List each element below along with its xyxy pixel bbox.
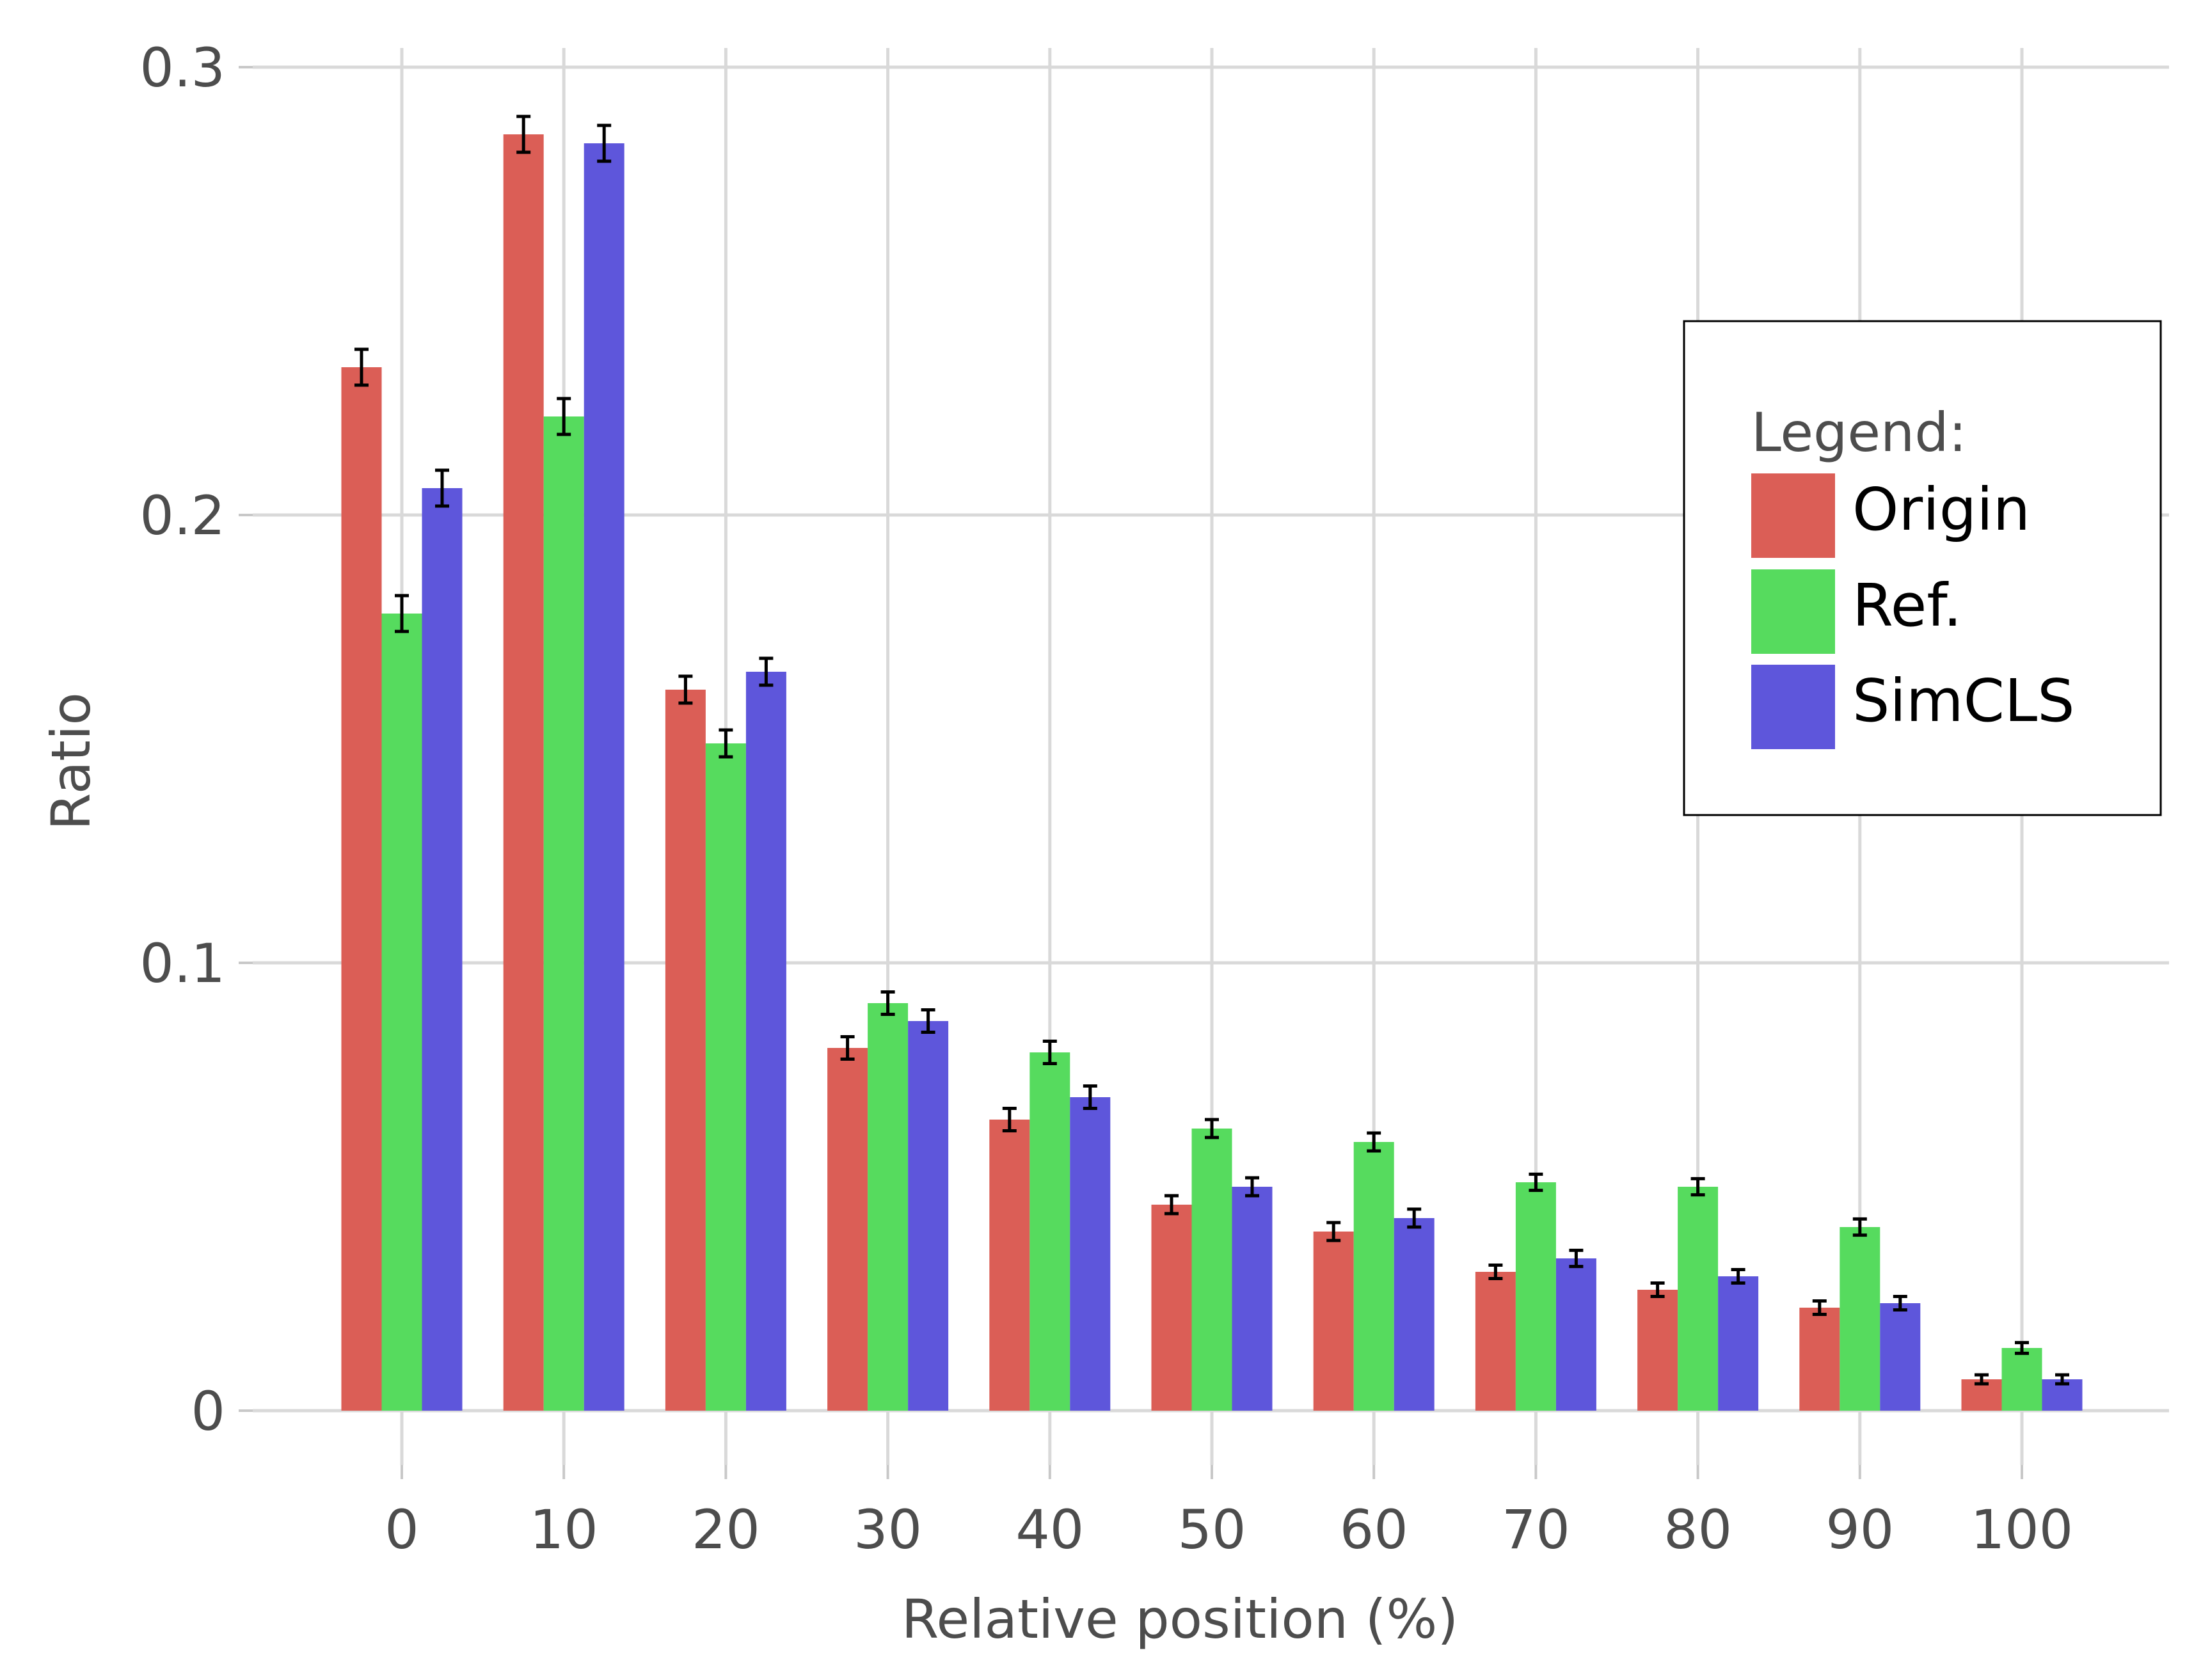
error-bar [1407,1207,1422,1229]
bar-ref [705,743,746,1411]
bar-simcls [584,143,624,1411]
error-bar [759,656,774,687]
legend-label-origin: Origin [1852,475,2030,544]
bar-ref [381,614,422,1411]
bar-origin [1475,1272,1516,1411]
error-bar [557,397,571,436]
legend-label-simcls: SimCLS [1852,667,2074,735]
bar-ref [1840,1227,1880,1411]
legend: Legend: Origin Ref. SimCLS [1683,320,2162,816]
x-tick-label: 40 [1015,1498,1084,1561]
error-bar [1852,1217,1867,1237]
y-axis-ticks: 0 0.1 0.2 0.3 [139,36,253,1443]
bar-origin [827,1048,868,1411]
bar-ref [1029,1052,1070,1411]
error-bars-group [354,115,2069,1386]
y-tick-label: 0 [191,1380,225,1443]
error-bar [1529,1172,1543,1193]
y-tick-label: 0.3 [139,36,225,99]
bar-origin [1151,1205,1192,1411]
error-bar [597,123,612,163]
error-bar [516,115,531,154]
bar-ref [1353,1142,1394,1411]
error-bar [1731,1268,1745,1285]
legend-swatch-origin [1751,473,1835,558]
bar-simcls [1555,1258,1596,1411]
bar-origin [665,690,706,1411]
error-bar [1690,1177,1705,1197]
x-tick-label: 50 [1178,1498,1246,1561]
bar-simcls [1070,1097,1111,1411]
y-axis-title: Ratio [40,692,102,830]
error-bar [1205,1118,1219,1139]
bar-origin [1637,1290,1678,1411]
error-bar [719,728,733,759]
error-bar [1893,1295,1907,1312]
error-bar [2055,1373,2069,1386]
legend-swatch-ref [1751,569,1835,654]
legend-swatch-simcls [1751,665,1835,749]
error-bar [840,1035,855,1061]
x-tick-label: 70 [1502,1498,1570,1561]
error-bar [880,990,895,1016]
error-bar [354,347,369,387]
error-bar [1002,1107,1017,1132]
bar-series-group [341,134,2083,1411]
bar-ref [868,1003,909,1411]
error-bar [1650,1281,1665,1298]
error-bar [1245,1176,1259,1198]
x-tick-label: 0 [385,1498,418,1561]
x-axis-ticks: 0 10 20 30 40 50 60 70 80 90 100 [385,1465,2073,1561]
bar-origin [503,134,544,1411]
legend-label-ref: Ref. [1852,571,1962,640]
error-bar [395,594,409,633]
bar-simcls [1718,1276,1759,1411]
error-bar [1042,1040,1057,1065]
x-tick-label: 60 [1340,1498,1408,1561]
error-bar [1569,1248,1584,1269]
y-tick-label: 0.1 [139,932,225,995]
error-bar [1165,1194,1179,1216]
x-tick-label: 20 [692,1498,760,1561]
bar-ref [2001,1348,2042,1411]
x-tick-label: 80 [1664,1498,1732,1561]
error-bar [2015,1341,2029,1355]
bar-simcls [1232,1187,1273,1411]
bar-simcls [1394,1218,1435,1411]
bar-origin [341,367,382,1411]
x-tick-label: 30 [854,1498,922,1561]
error-bar [1488,1264,1503,1280]
bar-origin [989,1120,1030,1411]
bar-simcls [1880,1303,1921,1411]
x-tick-label: 10 [530,1498,598,1561]
error-bar [1367,1131,1381,1153]
bar-ref [1191,1129,1232,1411]
error-bar [1326,1221,1341,1242]
error-bar [678,674,693,705]
error-bar [1975,1373,1989,1386]
bar-simcls [422,488,463,1411]
x-axis-title: Relative position (%) [902,1588,1458,1651]
bar-simcls [908,1021,949,1411]
bar-origin [1313,1232,1354,1411]
x-tick-label: 90 [1825,1498,1894,1561]
legend-title: Legend: [1751,401,1967,464]
bar-ref [543,416,584,1411]
error-bar [1812,1299,1827,1316]
error-bar [435,468,449,508]
bar-ref [1678,1187,1719,1411]
bar-origin [1799,1308,1840,1411]
error-bar [1083,1084,1097,1110]
y-tick-label: 0.2 [139,484,225,547]
bar-simcls [745,672,786,1411]
bar-ref [1515,1182,1556,1411]
x-tick-label: 100 [1971,1498,2073,1561]
error-bar [921,1008,935,1034]
